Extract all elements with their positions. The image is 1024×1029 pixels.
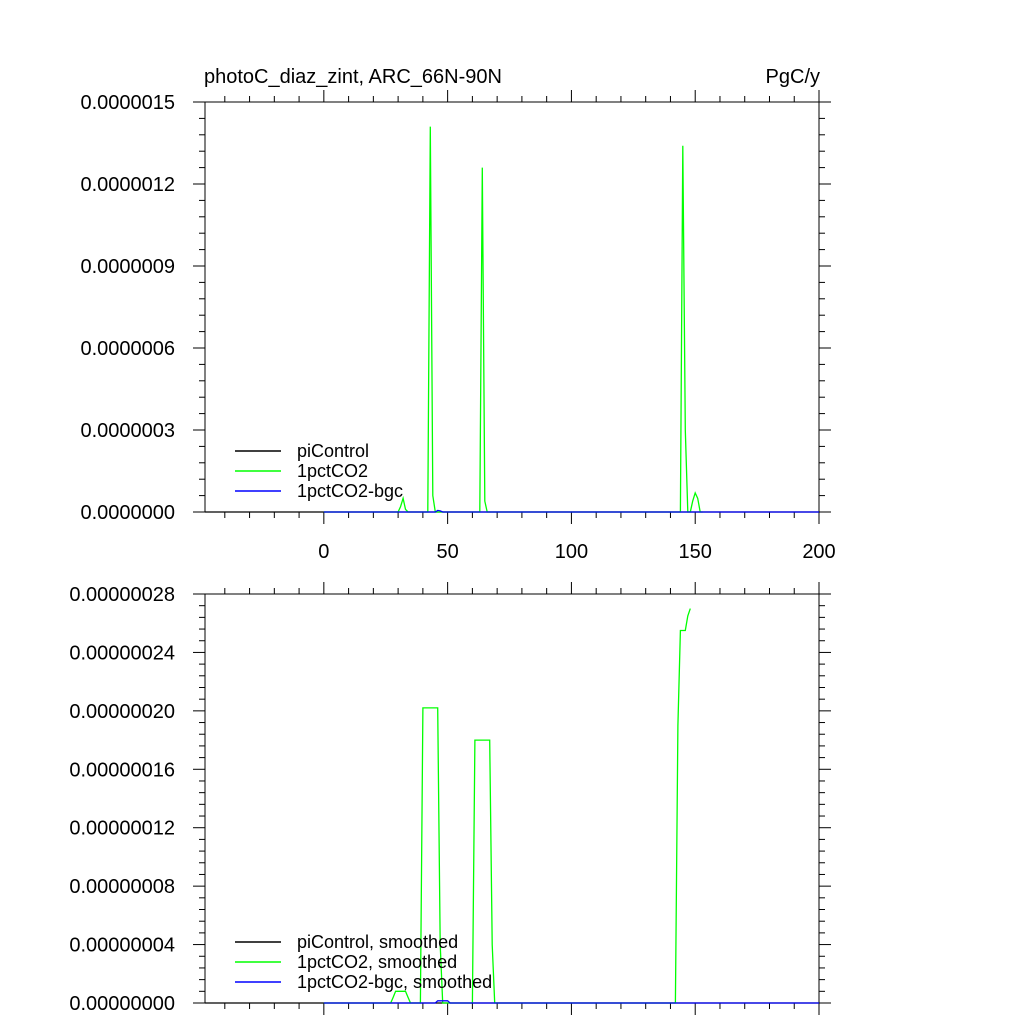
x-tick-label: 150 (679, 541, 712, 563)
top-panel: 0 50 100 150 200 0.0000000 0.0000003 0.0000006 0… (80, 90, 836, 563)
chart-units: PgC/y (766, 66, 820, 88)
series-line-1pctCO2 (323, 608, 691, 1004)
y-tick-label: 0.00000008 (69, 876, 175, 898)
legend-label: 1pctCO2-bgc (297, 481, 403, 501)
x-tick-label: 50 (437, 541, 459, 563)
x-tick-label: 200 (802, 541, 835, 563)
bottom-panel: 0.00000000 0.00000004 0.00000008 0.00000012… (69, 582, 831, 1015)
legend-label: piControl (297, 441, 369, 461)
series-line-1pctCO2-bgc (323, 509, 819, 513)
y-tick-label: 0.0000009 (80, 256, 175, 278)
y-tick-label: 0.0000000 (80, 502, 175, 524)
y-tick-label: 0.0000006 (80, 338, 175, 360)
series-line-1pctCO2-bgc (323, 1000, 819, 1004)
legend-label: 1pctCO2-bgc, smoothed (297, 972, 492, 992)
y-tick-label: 0.00000024 (69, 642, 175, 664)
x-tick-label: 0 (318, 541, 329, 563)
y-tick-label: 0.0000012 (80, 174, 175, 196)
y-tick-label: 0.00000028 (69, 584, 175, 606)
y-tick-label: 0.00000000 (69, 993, 175, 1015)
y-tick-label: 0.0000003 (80, 420, 175, 442)
legend-label: 1pctCO2 (297, 461, 368, 481)
y-tick-label: 0.00000016 (69, 759, 175, 781)
legend-label: 1pctCO2, smoothed (297, 952, 457, 972)
x-tick-label: 100 (555, 541, 588, 563)
y-tick-label: 0.00000012 (69, 818, 175, 840)
chart-title: photoC_diaz_zint, ARC_66N-90N (204, 66, 502, 88)
y-tick-label: 0.0000015 (80, 92, 175, 114)
y-tick-label: 0.00000004 (69, 935, 175, 957)
series-line-1pctCO2 (323, 126, 703, 513)
y-tick-label: 0.00000020 (69, 701, 175, 723)
legend-label: piControl, smoothed (297, 932, 458, 952)
